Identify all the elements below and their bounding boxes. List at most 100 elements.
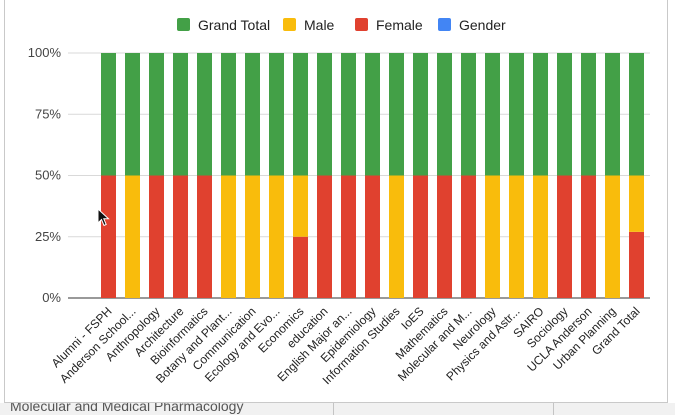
legend-swatch-female	[355, 18, 368, 31]
bar-group-botany-and-plant[interactable]	[221, 53, 236, 298]
legend-label-gender: Gender	[459, 17, 506, 33]
bar-segment-grand-total[interactable]	[461, 53, 476, 176]
legend-label-male: Male	[304, 17, 335, 33]
bar-segment-grand-total[interactable]	[437, 53, 452, 176]
bar-segment-female[interactable]	[437, 175, 452, 299]
bar-segment-grand-total[interactable]	[125, 53, 140, 176]
bar-group-sociology[interactable]	[557, 53, 572, 298]
chart-bars	[101, 53, 644, 298]
bar-group-mathematics[interactable]	[437, 53, 452, 298]
bar-segment-female[interactable]	[461, 175, 476, 299]
legend-swatch-gender	[438, 18, 451, 31]
legend-item-grand-total[interactable]: Grand Total	[177, 17, 270, 33]
bar-segment-grand-total[interactable]	[341, 53, 356, 176]
bar-group-economics[interactable]	[293, 53, 308, 298]
bar-group-physics-and-astr[interactable]	[509, 53, 524, 298]
bar-group-molecular-and-m[interactable]	[461, 53, 476, 298]
bar-segment-male[interactable]	[629, 175, 644, 232]
legend-label-grand-total: Grand Total	[198, 17, 270, 33]
bar-group-ioes[interactable]	[413, 53, 428, 298]
bar-segment-female[interactable]	[581, 175, 596, 299]
y-tick-label: 50%	[35, 168, 61, 183]
bar-group-ucla-anderson[interactable]	[581, 53, 596, 298]
bar-segment-female[interactable]	[365, 175, 380, 299]
underlying-cell-text: Molecular and Medical Pharmacology	[10, 403, 244, 414]
bar-group-english-major-an[interactable]	[341, 53, 356, 298]
bar-group-neurology[interactable]	[485, 53, 500, 298]
bar-segment-male[interactable]	[269, 175, 284, 299]
bar-group-information-studies[interactable]	[389, 53, 404, 298]
bar-segment-grand-total[interactable]	[485, 53, 500, 176]
bar-segment-female[interactable]	[557, 175, 572, 299]
bar-group-ecology-and-evo[interactable]	[269, 53, 284, 298]
bar-segment-grand-total[interactable]	[317, 53, 332, 176]
bar-segment-grand-total[interactable]	[605, 53, 620, 176]
bar-group-communication[interactable]	[245, 53, 260, 298]
chart-gridlines	[68, 52, 650, 299]
bar-segment-grand-total[interactable]	[509, 53, 524, 176]
bar-segment-male[interactable]	[125, 175, 140, 299]
bar-segment-female[interactable]	[317, 175, 332, 299]
legend-swatch-male	[283, 18, 296, 31]
bar-segment-male[interactable]	[221, 175, 236, 299]
y-axis: 0% 25% 50% 75% 100%	[28, 45, 62, 305]
stacked-bar-chart: Grand Total Male Female Gender 0% 25% 50% 75% 1…	[28, 17, 650, 387]
bar-segment-male[interactable]	[293, 175, 308, 237]
y-tick-label: 100%	[28, 45, 62, 60]
bar-segment-grand-total[interactable]	[581, 53, 596, 176]
bar-segment-female[interactable]	[629, 231, 644, 298]
bar-segment-grand-total[interactable]	[149, 53, 164, 176]
bar-segment-grand-total[interactable]	[557, 53, 572, 176]
legend-item-male[interactable]: Male	[283, 17, 335, 33]
bar-segment-female[interactable]	[101, 175, 116, 299]
bar-group-education[interactable]	[317, 53, 332, 298]
bar-segment-female[interactable]	[413, 175, 428, 299]
bar-segment-female[interactable]	[173, 175, 188, 299]
legend-swatch-grand-total	[177, 18, 190, 31]
bar-segment-grand-total[interactable]	[269, 53, 284, 176]
bar-group-sairo[interactable]	[533, 53, 548, 298]
bar-segment-female[interactable]	[197, 175, 212, 299]
y-tick-label: 25%	[35, 229, 61, 244]
bar-segment-grand-total[interactable]	[221, 53, 236, 176]
bar-segment-grand-total[interactable]	[629, 53, 644, 176]
bar-group-urban-planning[interactable]	[605, 53, 620, 298]
bar-group-epidemiology[interactable]	[365, 53, 380, 298]
bar-segment-male[interactable]	[485, 175, 500, 299]
chart-frame: Grand Total Male Female Gender 0% 25% 50% 75% 1…	[4, 0, 668, 403]
bar-segment-female[interactable]	[293, 236, 308, 298]
bar-segment-female[interactable]	[149, 175, 164, 299]
cell-divider	[333, 403, 334, 415]
bar-segment-female[interactable]	[341, 175, 356, 299]
bar-segment-grand-total[interactable]	[101, 53, 116, 176]
bar-segment-grand-total[interactable]	[245, 53, 260, 176]
bar-segment-grand-total[interactable]	[173, 53, 188, 176]
bar-segment-grand-total[interactable]	[413, 53, 428, 176]
bar-segment-male[interactable]	[533, 175, 548, 299]
bar-group-anthropology[interactable]	[149, 53, 164, 298]
bar-segment-male[interactable]	[245, 175, 260, 299]
bar-segment-grand-total[interactable]	[365, 53, 380, 176]
bar-segment-grand-total[interactable]	[197, 53, 212, 176]
bar-segment-grand-total[interactable]	[293, 53, 308, 176]
bar-segment-male[interactable]	[509, 175, 524, 299]
chart-legend: Grand Total Male Female Gender	[177, 17, 506, 33]
bar-group-anderson-school[interactable]	[125, 53, 140, 298]
y-tick-label: 75%	[35, 106, 61, 121]
bar-group-architecture[interactable]	[173, 53, 188, 298]
bar-segment-male[interactable]	[605, 175, 620, 299]
legend-item-female[interactable]: Female	[355, 17, 423, 33]
bar-group-bioinformatics[interactable]	[197, 53, 212, 298]
bar-group-alumni-fsph[interactable]	[101, 53, 116, 298]
cell-divider	[553, 403, 554, 415]
underlying-sheet-row: Molecular and Medical Pharmacology	[0, 403, 675, 415]
mouse-cursor-icon	[97, 208, 110, 227]
bar-segment-grand-total[interactable]	[533, 53, 548, 176]
bar-segment-male[interactable]	[389, 175, 404, 299]
y-tick-label: 0%	[42, 290, 61, 305]
legend-item-gender[interactable]: Gender	[438, 17, 506, 33]
legend-label-female: Female	[376, 17, 423, 33]
bar-group-grand-total[interactable]	[629, 53, 644, 298]
bar-segment-grand-total[interactable]	[389, 53, 404, 176]
